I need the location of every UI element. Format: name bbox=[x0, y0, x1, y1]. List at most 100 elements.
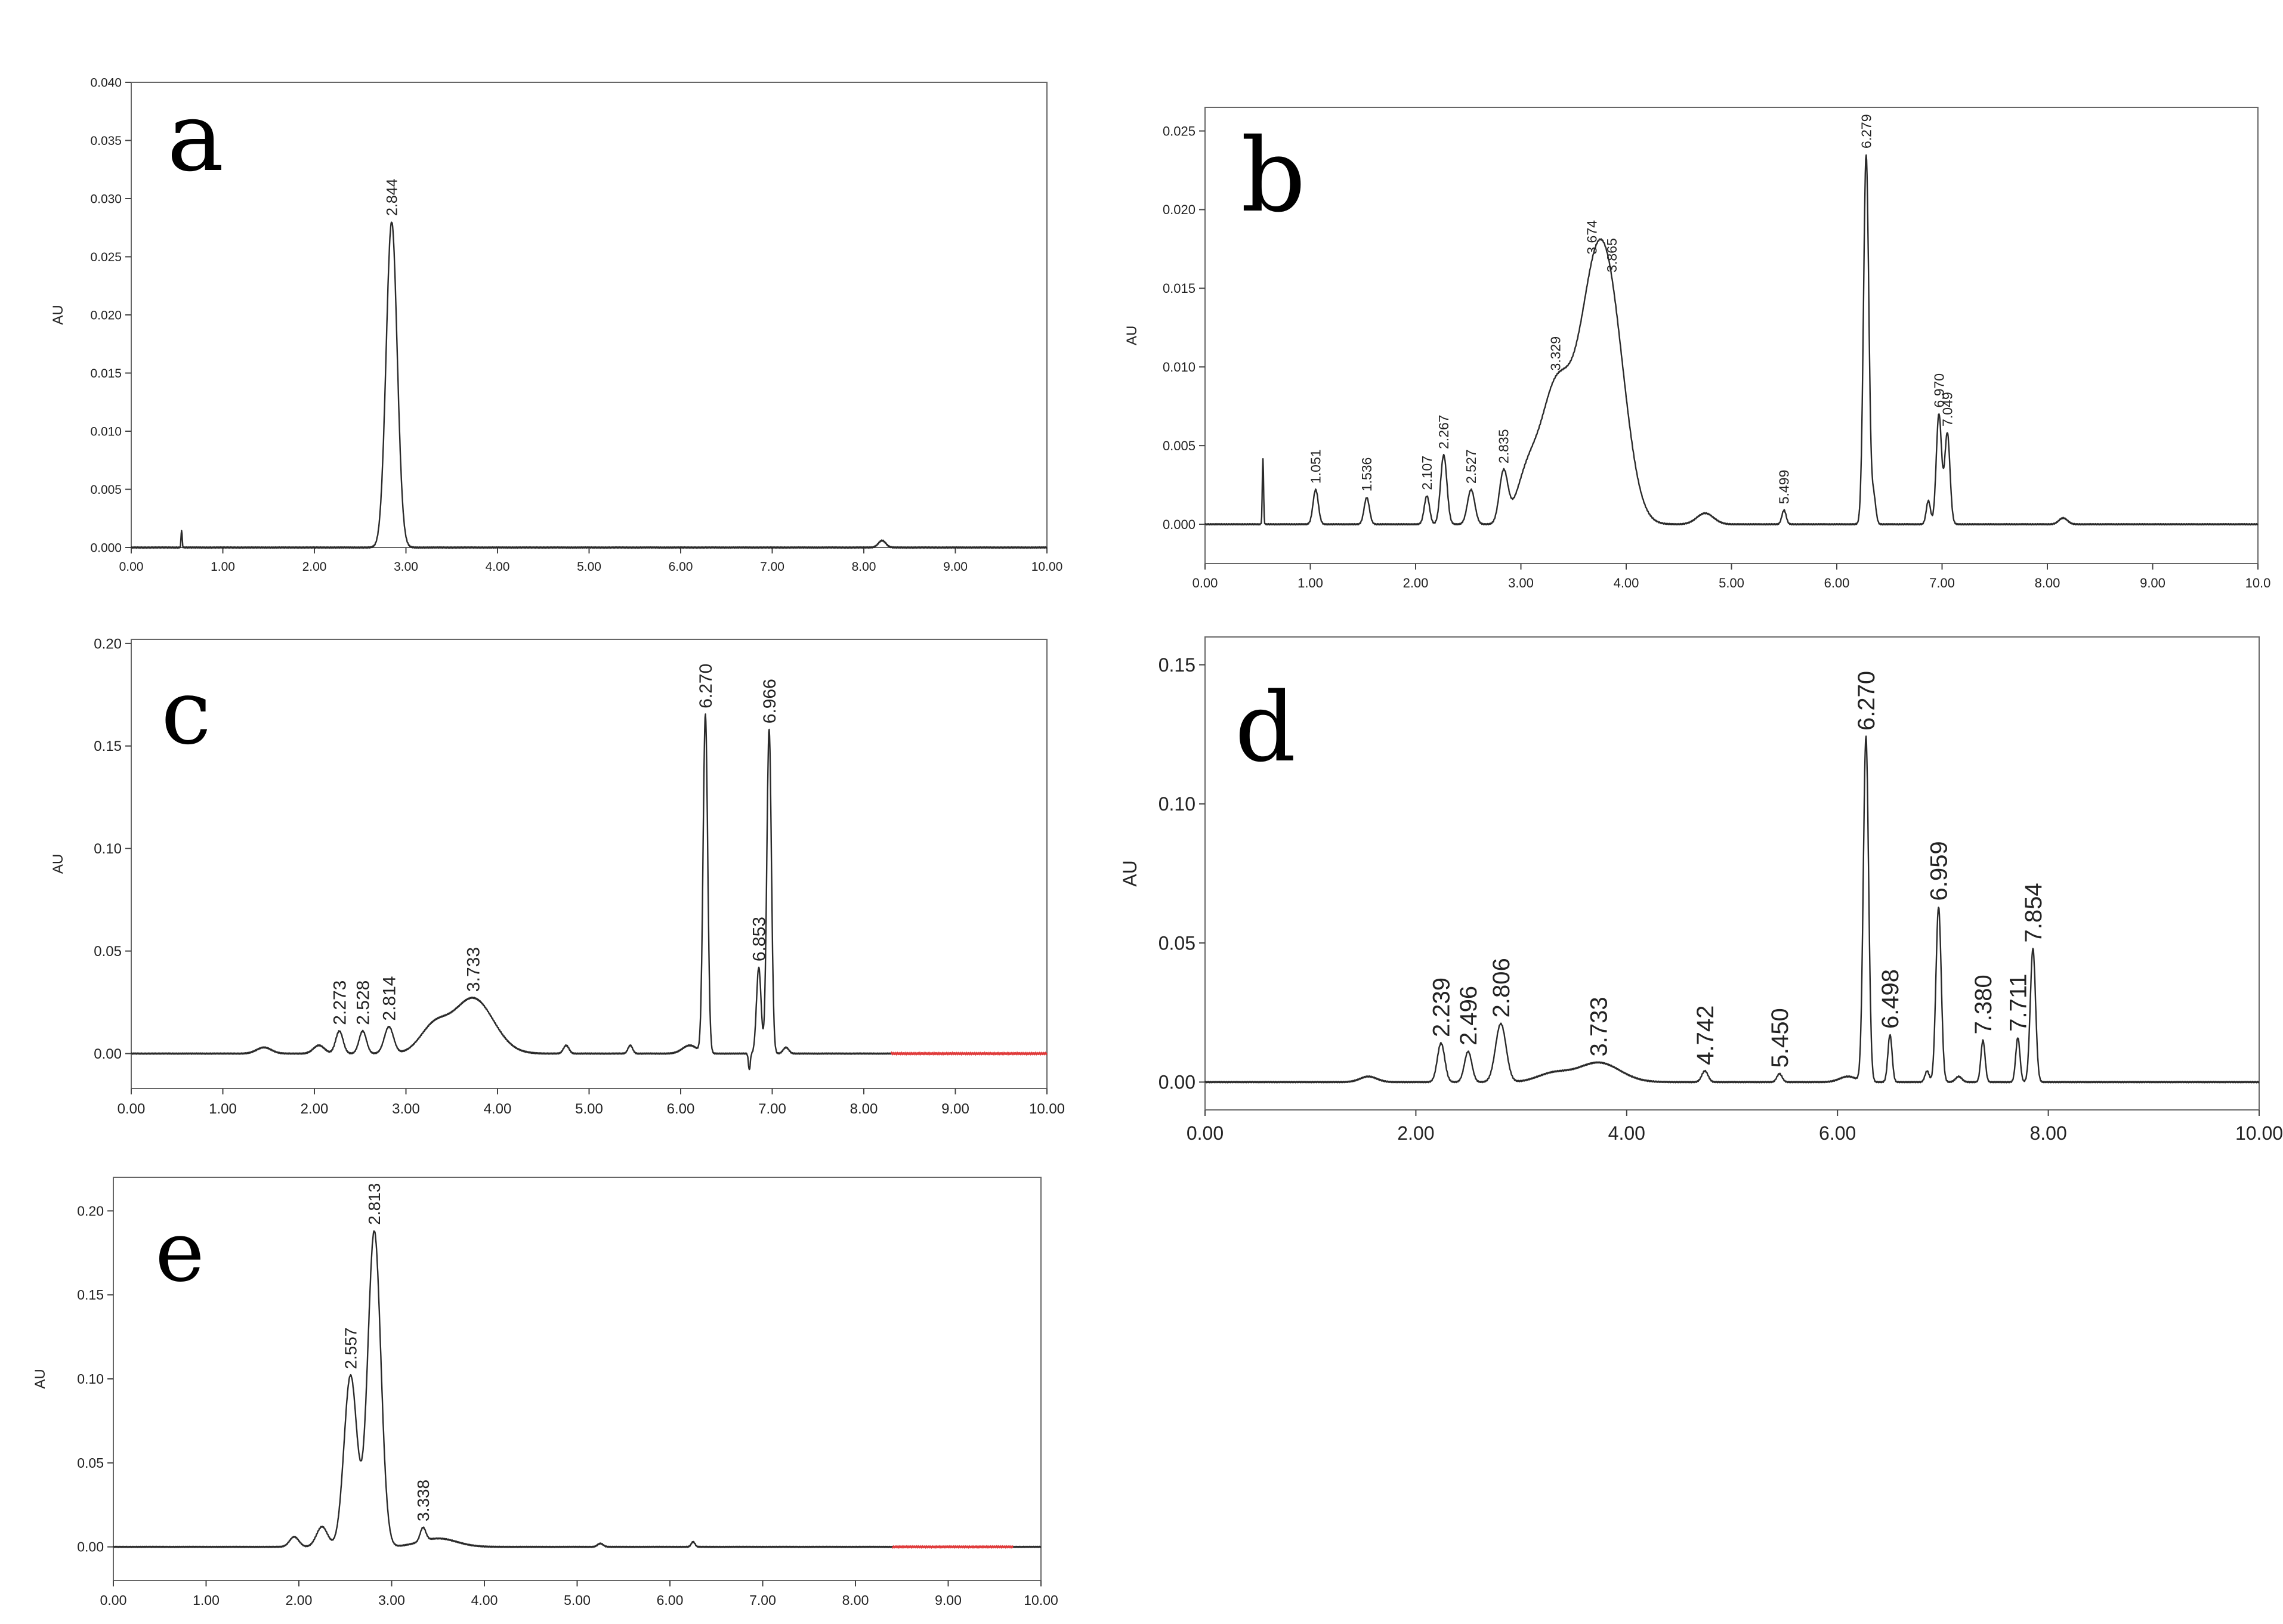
x-tick-label: 7.00 bbox=[760, 560, 784, 574]
x-tick-label: 4.00 bbox=[484, 1101, 512, 1117]
x-tick-label: 10.00 bbox=[1024, 1592, 1058, 1608]
plot-frame bbox=[131, 82, 1048, 548]
x-tick-label: 2.00 bbox=[301, 1101, 329, 1117]
y-tick-label: 0.00 bbox=[77, 1539, 104, 1555]
peak-label: 3.733 bbox=[464, 947, 484, 992]
peak-label: 6.853 bbox=[749, 917, 769, 961]
y-tick-label: 0.05 bbox=[77, 1455, 104, 1471]
y-tick-label: 0.10 bbox=[94, 841, 122, 857]
x-tick-label: 1.00 bbox=[1297, 576, 1323, 590]
peak-label: 5.450 bbox=[1767, 1008, 1793, 1068]
x-tick-label: 0.00 bbox=[119, 560, 144, 574]
x-tick-label: 10.00 bbox=[1031, 560, 1063, 574]
panel-letter-c: c bbox=[161, 661, 212, 765]
x-tick-label: 3.00 bbox=[392, 1101, 420, 1117]
chromatogram-plot: 0.00 1.00 2.00 3.00 4.00 5.00 6.00 7.00 8.00 9.00… bbox=[50, 636, 1065, 1117]
y-tick-label: 0.000 bbox=[90, 541, 122, 555]
x-tick-label: 3.00 bbox=[378, 1592, 405, 1608]
y-tick-label: 0.010 bbox=[1163, 360, 1195, 375]
x-tick-label: 5.00 bbox=[577, 560, 601, 574]
panel-letter-d: d bbox=[1235, 672, 1296, 783]
peak-label: 2.814 bbox=[379, 976, 399, 1021]
x-tick-label: 2.00 bbox=[302, 560, 327, 574]
x-tick-label: 5.00 bbox=[1719, 576, 1744, 590]
peak-label: 6.270 bbox=[1853, 671, 1880, 731]
peak-label: 6.270 bbox=[696, 664, 716, 709]
x-tick-label: 10.00 bbox=[2235, 1122, 2283, 1144]
x-tick-label: 2.00 bbox=[1403, 576, 1429, 590]
x-tick-label: 9.00 bbox=[935, 1592, 962, 1608]
x-tick-label: 8.00 bbox=[842, 1592, 869, 1608]
y-tick-label: 0.20 bbox=[94, 636, 122, 652]
x-tick-label: 9.00 bbox=[941, 1101, 969, 1117]
x-tick-label: 4.00 bbox=[486, 560, 510, 574]
peak-label: 6.966 bbox=[760, 679, 780, 723]
baseline-highlight bbox=[890, 1051, 1048, 1056]
y-axis-label: AU bbox=[50, 305, 66, 324]
x-tick-label: 3.00 bbox=[394, 560, 418, 574]
x-tick-label: 1.00 bbox=[209, 1101, 237, 1117]
x-tick-label: 3.00 bbox=[1508, 576, 1534, 590]
x-tick-label: 6.00 bbox=[667, 1101, 695, 1117]
chromatogram-plot: 0.00 1.00 2.00 3.00 4.00 5.00 6.00 7.00 8.00 9.00… bbox=[32, 1177, 1058, 1608]
baseline-highlight bbox=[891, 1545, 1014, 1549]
x-tick-label: 7.00 bbox=[1929, 576, 1955, 590]
peak-label: 7.049 bbox=[1939, 392, 1955, 426]
y-tick-label: 0.15 bbox=[77, 1287, 104, 1303]
y-axis-label: AU bbox=[1124, 326, 1140, 345]
x-tick-label: 6.00 bbox=[1824, 576, 1850, 590]
peak-label: 7.380 bbox=[1970, 975, 1997, 1034]
x-tick-label: 6.00 bbox=[657, 1592, 684, 1608]
y-tick-label: 0.030 bbox=[90, 192, 122, 206]
peak-label: 2.267 bbox=[1436, 414, 1451, 449]
y-tick-label: 0.00 bbox=[1159, 1072, 1195, 1093]
chromatogram-trace bbox=[1204, 154, 2259, 526]
y-tick-label: 0.025 bbox=[1163, 123, 1195, 138]
chromatogram-panel-e: 0.00 1.00 2.00 3.00 4.00 5.00 6.00 7.00 8.00 9.00… bbox=[24, 1169, 1058, 1610]
chromatogram-trace bbox=[131, 713, 1048, 1071]
y-tick-label: 0.020 bbox=[1163, 202, 1195, 217]
plot-frame bbox=[131, 639, 1048, 1089]
y-axis-label: AU bbox=[32, 1369, 48, 1388]
peak-label: 2.835 bbox=[1496, 429, 1511, 464]
y-tick-label: 0.015 bbox=[90, 367, 122, 381]
y-axis-label: AU bbox=[50, 854, 66, 874]
x-tick-label: 9.00 bbox=[943, 560, 968, 574]
peak-label: 7.854 bbox=[2021, 883, 2047, 942]
chromatogram-panel-b: 0.00 1.00 2.00 3.00 4.00 5.00 6.00 7.00 8.00 9.00… bbox=[1110, 95, 2283, 620]
x-tick-label: 7.00 bbox=[749, 1592, 776, 1608]
y-tick-label: 0.020 bbox=[90, 308, 122, 322]
x-tick-label: 8.00 bbox=[852, 560, 876, 574]
peak-label: 7.711 bbox=[2006, 974, 2032, 1032]
peak-label: 1.536 bbox=[1359, 457, 1374, 492]
peak-label: 3.338 bbox=[414, 1480, 432, 1521]
y-tick-label: 0.05 bbox=[94, 944, 122, 960]
chromatogram-trace bbox=[113, 1230, 1042, 1548]
peak-label: 5.499 bbox=[1777, 470, 1792, 505]
y-axis-label: AU bbox=[1119, 860, 1141, 886]
y-tick-label: 0.010 bbox=[90, 425, 122, 438]
x-tick-label: 1.00 bbox=[193, 1592, 220, 1608]
x-tick-label: 7.00 bbox=[758, 1101, 786, 1117]
y-tick-label: 0.025 bbox=[90, 250, 122, 264]
plot-frame bbox=[1204, 636, 2260, 1110]
chromatogram-panel-a: 0.00 1.00 2.00 3.00 4.00 5.00 6.00 7.00 8.00 9.00… bbox=[36, 72, 1062, 608]
y-tick-label: 0.15 bbox=[94, 738, 122, 754]
chromatogram-plot: 0.00 1.00 2.00 3.00 4.00 5.00 6.00 7.00 8.00 9.00… bbox=[50, 76, 1062, 574]
y-tick-label: 0.015 bbox=[1163, 281, 1195, 296]
chromatogram-panel-c: 0.00 1.00 2.00 3.00 4.00 5.00 6.00 7.00 8.00 9.00… bbox=[36, 632, 1065, 1157]
x-tick-label: 8.00 bbox=[2035, 576, 2060, 590]
peak-label: 6.959 bbox=[1926, 841, 1953, 901]
y-tick-label: 0.20 bbox=[77, 1203, 104, 1218]
peak-label: 3.329 bbox=[1548, 336, 1564, 371]
peak-label: 2.806 bbox=[1488, 958, 1515, 1017]
x-tick-label: 1.00 bbox=[211, 560, 235, 574]
x-tick-label: 5.00 bbox=[564, 1592, 591, 1608]
chromatogram-trace bbox=[1204, 735, 2260, 1084]
peak-label: 3.733 bbox=[1586, 997, 1612, 1056]
peak-label: 2.813 bbox=[365, 1183, 384, 1225]
peak-label: 6.498 bbox=[1877, 969, 1904, 1029]
x-tick-label: 0.00 bbox=[1193, 576, 1218, 590]
peak-label: 2.528 bbox=[354, 980, 373, 1025]
x-tick-label: 8.00 bbox=[850, 1101, 878, 1117]
